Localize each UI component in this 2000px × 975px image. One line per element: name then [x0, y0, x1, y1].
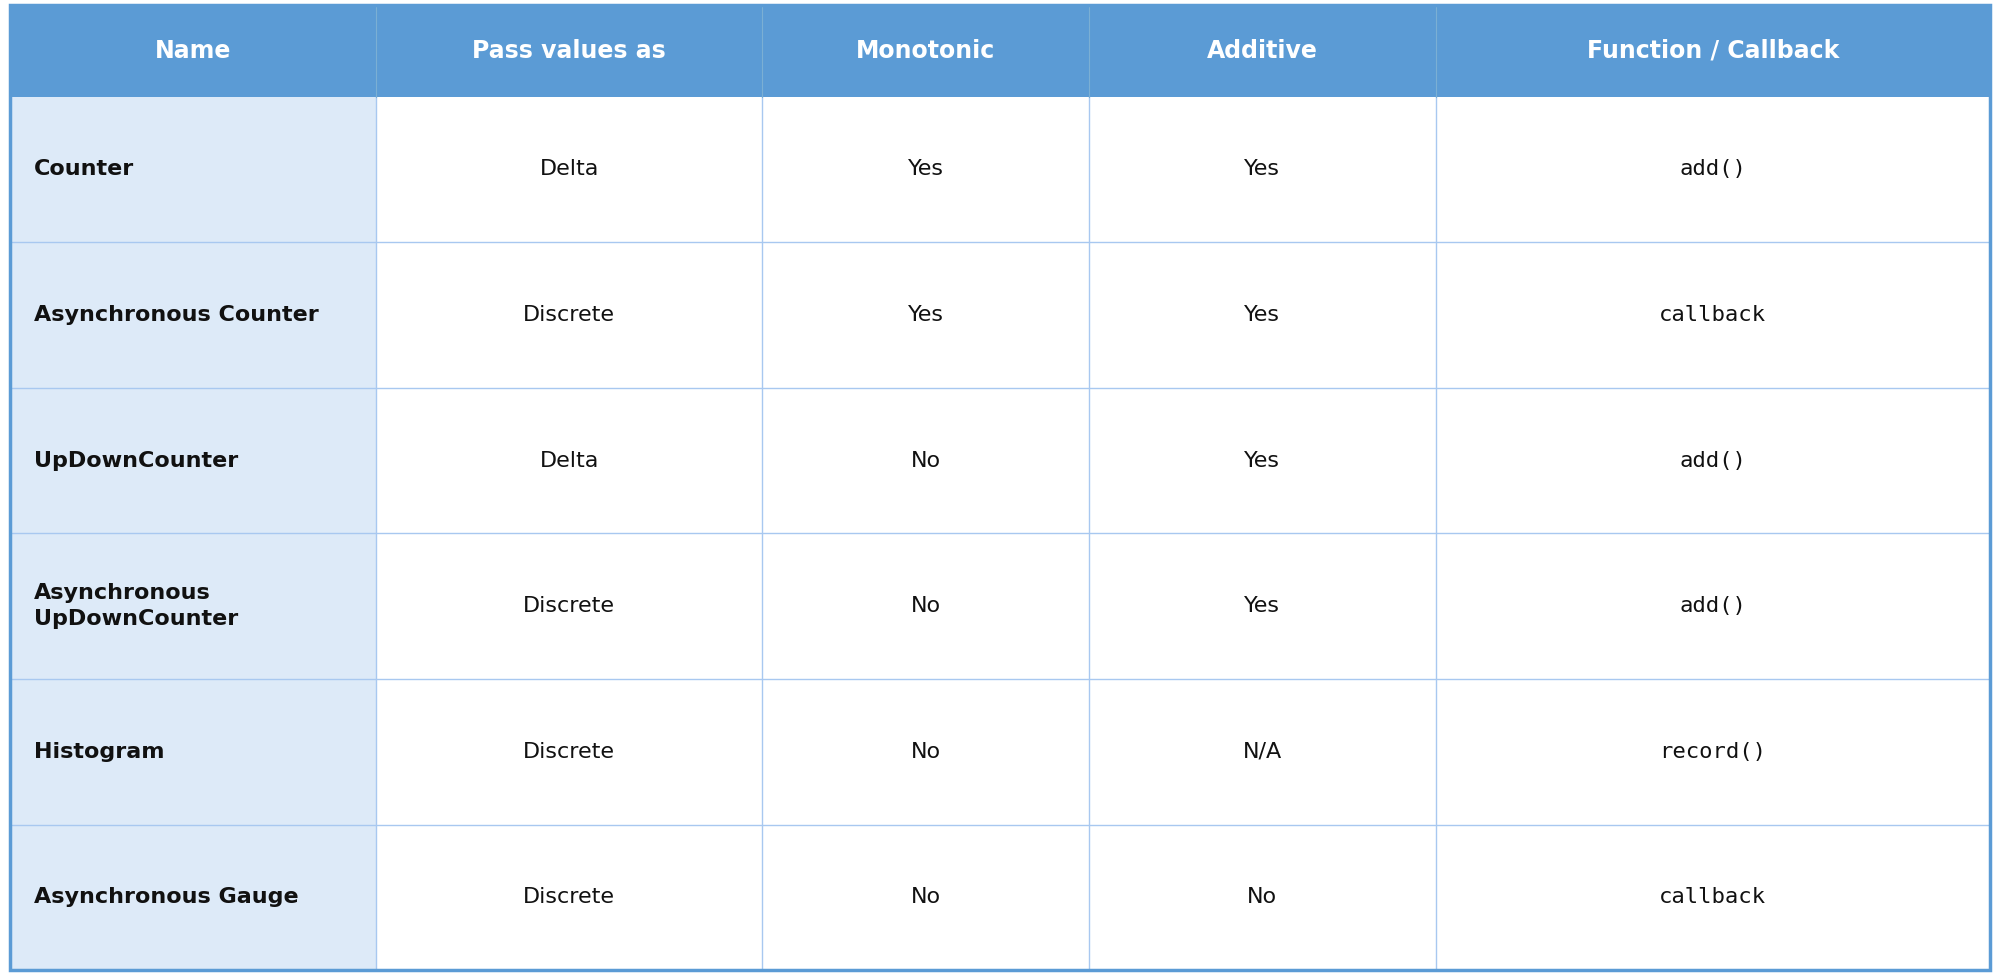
- Text: No: No: [910, 450, 940, 471]
- Text: Discrete: Discrete: [524, 305, 616, 325]
- Text: Histogram: Histogram: [34, 742, 164, 761]
- Text: N/A: N/A: [1242, 742, 1282, 761]
- Bar: [10, 242, 376, 388]
- Bar: [1436, 388, 1990, 533]
- Bar: [376, 97, 762, 242]
- Bar: [376, 242, 762, 388]
- Bar: [762, 825, 1090, 970]
- Text: Delta: Delta: [540, 159, 600, 179]
- Bar: [762, 388, 1090, 533]
- Text: Yes: Yes: [908, 159, 944, 179]
- Text: Discrete: Discrete: [524, 742, 616, 761]
- Text: Discrete: Discrete: [524, 887, 616, 908]
- Text: add(): add(): [1680, 596, 1746, 616]
- Text: Asynchronous Gauge: Asynchronous Gauge: [34, 887, 298, 908]
- Bar: [10, 825, 376, 970]
- Text: add(): add(): [1680, 159, 1746, 179]
- Text: Yes: Yes: [1244, 159, 1280, 179]
- Text: Function / Callback: Function / Callback: [1586, 39, 1838, 62]
- Bar: [1090, 388, 1436, 533]
- Text: Discrete: Discrete: [524, 596, 616, 616]
- Text: Name: Name: [154, 39, 232, 62]
- Bar: [1436, 242, 1990, 388]
- Bar: [10, 388, 376, 533]
- Bar: [376, 533, 762, 679]
- Bar: [10, 97, 376, 242]
- Text: No: No: [910, 596, 940, 616]
- Bar: [762, 533, 1090, 679]
- Text: Counter: Counter: [34, 159, 134, 179]
- Bar: [376, 388, 762, 533]
- Text: Yes: Yes: [1244, 596, 1280, 616]
- Bar: [1090, 97, 1436, 242]
- Text: add(): add(): [1680, 450, 1746, 471]
- Bar: [1436, 679, 1990, 825]
- Text: Asynchronous Counter: Asynchronous Counter: [34, 305, 318, 325]
- Text: UpDownCounter: UpDownCounter: [34, 450, 238, 471]
- Bar: [1436, 825, 1990, 970]
- Bar: [1090, 5, 1436, 97]
- Text: No: No: [910, 742, 940, 761]
- Bar: [1436, 533, 1990, 679]
- Text: Yes: Yes: [1244, 305, 1280, 325]
- Text: Yes: Yes: [1244, 450, 1280, 471]
- Bar: [762, 679, 1090, 825]
- Bar: [762, 5, 1090, 97]
- Bar: [10, 5, 376, 97]
- Bar: [376, 679, 762, 825]
- Bar: [1090, 242, 1436, 388]
- Text: Additive: Additive: [1206, 39, 1318, 62]
- Bar: [1436, 5, 1990, 97]
- Text: Delta: Delta: [540, 450, 600, 471]
- Bar: [10, 533, 376, 679]
- Bar: [762, 97, 1090, 242]
- Text: Yes: Yes: [908, 305, 944, 325]
- Bar: [10, 679, 376, 825]
- Bar: [376, 825, 762, 970]
- Bar: [1090, 825, 1436, 970]
- Text: Asynchronous
UpDownCounter: Asynchronous UpDownCounter: [34, 583, 238, 629]
- Bar: [1090, 679, 1436, 825]
- Bar: [1090, 533, 1436, 679]
- Text: record(): record(): [1660, 742, 1766, 761]
- Bar: [762, 242, 1090, 388]
- Text: callback: callback: [1660, 887, 1766, 908]
- Text: Monotonic: Monotonic: [856, 39, 996, 62]
- Text: No: No: [1248, 887, 1278, 908]
- Bar: [1436, 97, 1990, 242]
- Bar: [376, 5, 762, 97]
- Text: No: No: [910, 887, 940, 908]
- Text: callback: callback: [1660, 305, 1766, 325]
- Text: Pass values as: Pass values as: [472, 39, 666, 62]
